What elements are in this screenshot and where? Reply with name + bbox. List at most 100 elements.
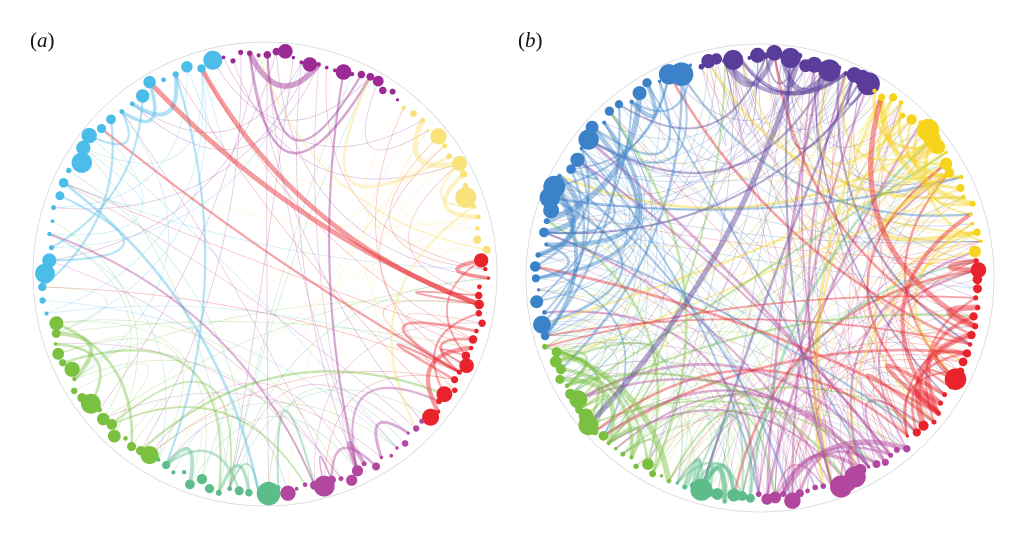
network-node (119, 109, 125, 114)
edge-light (556, 339, 664, 455)
edge-thick (554, 357, 589, 388)
edge-light (774, 431, 824, 498)
edge-light (757, 54, 783, 139)
network-node (422, 408, 440, 426)
edge-light (541, 323, 607, 395)
network-node (970, 221, 975, 226)
edge-light (609, 110, 908, 437)
network-node (938, 400, 943, 406)
edge-medium (676, 461, 744, 498)
network-node (294, 486, 299, 491)
edge-light (55, 321, 472, 349)
network-node (602, 120, 607, 125)
network-node (831, 486, 835, 491)
edge-thick (884, 363, 947, 416)
edge-light (544, 335, 751, 499)
edge-light (647, 55, 783, 465)
edge-light (41, 286, 460, 373)
edge-light (732, 54, 758, 128)
edge-light (603, 55, 767, 140)
edge-medium (396, 343, 461, 381)
node-layer (530, 45, 987, 509)
network-node (557, 174, 562, 179)
edge-light (570, 129, 929, 183)
network-node (451, 155, 467, 171)
edge-light (869, 384, 941, 456)
edge-medium (892, 231, 978, 363)
network-node (918, 420, 929, 431)
edge-light (594, 389, 877, 465)
network-node (97, 412, 110, 426)
network-node (974, 304, 981, 311)
edge-medium (432, 312, 480, 396)
edge-medium (569, 158, 599, 181)
edge-light (56, 321, 207, 480)
edge-medium (866, 162, 948, 415)
network-node (973, 295, 979, 301)
edge-thick (914, 388, 944, 417)
network-node (401, 105, 406, 110)
edge-light (570, 168, 856, 478)
network-node (530, 295, 544, 309)
network-node (395, 98, 400, 102)
edge-light (848, 102, 902, 468)
edge-medium (553, 73, 671, 188)
network-node (227, 486, 233, 492)
network-node (837, 65, 842, 70)
edge-light (577, 59, 734, 178)
edge-light (363, 119, 456, 391)
edge-light (538, 58, 717, 291)
network-node (543, 218, 550, 225)
edge-light (544, 342, 898, 451)
edge-thick (780, 439, 910, 497)
network-node (72, 377, 77, 382)
edge-light (820, 69, 964, 199)
network-node (579, 146, 584, 151)
edge-thick (217, 463, 251, 495)
node-layer (35, 44, 491, 506)
network-node (379, 455, 384, 460)
edge-light (668, 69, 822, 121)
edge-light (668, 115, 904, 482)
edge-light (588, 65, 807, 178)
edge-medium (541, 162, 948, 326)
network-node (215, 489, 222, 496)
edge-light (828, 74, 875, 148)
network-node (451, 376, 459, 384)
edge-light (82, 147, 479, 228)
edge-light (741, 59, 935, 423)
network-node (48, 245, 55, 251)
network-node (446, 153, 453, 160)
network-node (649, 470, 657, 478)
edge-light (51, 62, 302, 248)
edge-medium (692, 414, 744, 498)
edge-thick (781, 453, 863, 496)
edge-light (229, 384, 409, 490)
edge-medium (228, 462, 260, 495)
edge-light (792, 240, 982, 502)
edge-light (708, 152, 947, 493)
edge-light (544, 311, 898, 451)
edge-thick (246, 50, 322, 89)
network-node (171, 470, 176, 475)
network-node (181, 470, 187, 475)
edge-light (98, 54, 259, 410)
edge-light (661, 96, 882, 477)
network-node (456, 369, 462, 375)
edge-light (544, 335, 618, 426)
edge-light (149, 382, 358, 472)
network-node (42, 253, 57, 268)
edge-light (537, 254, 941, 404)
edge-medium (877, 269, 980, 450)
edge-thick (534, 120, 643, 281)
edge-light (907, 260, 977, 404)
edge-thick (868, 94, 978, 329)
edge-light (570, 362, 633, 411)
edge-light (149, 81, 460, 186)
edge-medium (266, 53, 363, 142)
network-node (972, 274, 983, 285)
network-node (51, 328, 61, 338)
edge-thick (199, 66, 482, 307)
network-node (549, 355, 562, 368)
network-node (766, 45, 783, 61)
